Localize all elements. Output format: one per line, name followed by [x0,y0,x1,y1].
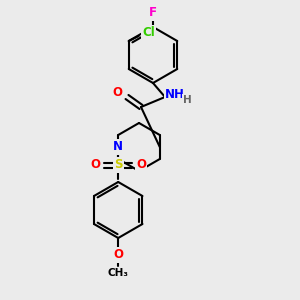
Text: NH: NH [165,88,185,101]
Text: Cl: Cl [142,26,155,40]
Text: S: S [114,158,122,172]
Text: F: F [149,7,157,20]
Text: O: O [90,158,100,172]
Text: CH₃: CH₃ [108,268,129,278]
Text: H: H [183,95,191,105]
Text: O: O [113,248,123,262]
Text: N: N [113,140,123,154]
Text: O: O [136,158,146,172]
Text: O: O [112,86,122,100]
